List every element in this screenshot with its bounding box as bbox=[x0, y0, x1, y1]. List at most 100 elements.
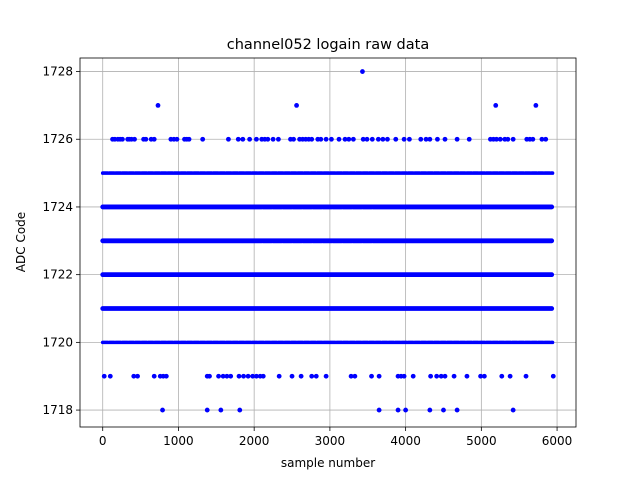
data-point bbox=[438, 373, 444, 379]
data-point bbox=[507, 373, 513, 379]
data-point bbox=[207, 373, 212, 379]
data-point bbox=[323, 373, 329, 379]
data-point bbox=[499, 373, 505, 379]
data-point bbox=[510, 407, 516, 413]
data-point bbox=[298, 373, 304, 379]
data-point bbox=[131, 373, 137, 379]
data-point bbox=[360, 69, 365, 74]
data-point bbox=[309, 373, 315, 379]
data-point bbox=[427, 136, 433, 142]
data-point bbox=[143, 136, 149, 142]
y-tick-label: 1728 bbox=[42, 65, 73, 79]
data-point bbox=[247, 136, 253, 142]
data-point bbox=[276, 373, 282, 379]
axis-ticks: 0 1000 2000 3000 4000 5000 6000 1718 1720 1722 172… bbox=[42, 65, 572, 448]
y-tick-label: 1718 bbox=[42, 403, 73, 417]
data-point bbox=[318, 136, 324, 142]
data-point bbox=[550, 373, 556, 379]
data-point bbox=[401, 373, 407, 379]
data-point bbox=[291, 136, 296, 142]
data-point bbox=[240, 136, 246, 142]
data-point bbox=[120, 136, 125, 142]
data-point bbox=[407, 136, 412, 142]
data-point bbox=[151, 136, 157, 142]
data-point bbox=[101, 373, 107, 379]
data-point bbox=[451, 373, 457, 379]
data-point bbox=[385, 136, 390, 142]
data-point bbox=[245, 373, 251, 379]
data-point bbox=[375, 136, 381, 142]
data-point bbox=[369, 373, 374, 379]
data-point bbox=[442, 136, 448, 142]
data-point bbox=[494, 136, 499, 142]
data-point bbox=[174, 136, 180, 142]
data-point bbox=[435, 136, 440, 142]
data-point bbox=[348, 373, 354, 379]
data-point bbox=[200, 136, 206, 142]
data-point bbox=[265, 136, 271, 142]
data-point bbox=[228, 373, 234, 379]
data-point bbox=[342, 136, 348, 142]
data-point bbox=[376, 407, 382, 413]
x-tick-label: 6000 bbox=[542, 434, 573, 448]
data-point bbox=[135, 373, 140, 379]
data-point bbox=[151, 373, 157, 379]
data-point bbox=[254, 136, 259, 142]
data-point bbox=[360, 136, 366, 142]
data-point bbox=[493, 102, 499, 108]
plot-frame bbox=[79, 57, 577, 428]
chart-title: channel052 logain raw data bbox=[227, 37, 429, 53]
data-point bbox=[510, 136, 516, 142]
x-tick-label: 3000 bbox=[315, 434, 346, 448]
x-tick-label: 0 bbox=[99, 434, 107, 448]
y-axis-label: ADC Code bbox=[14, 212, 28, 272]
data-point bbox=[236, 373, 242, 379]
x-tick-label: 4000 bbox=[390, 434, 421, 448]
data-point bbox=[160, 407, 165, 413]
y-tick-label: 1720 bbox=[42, 335, 73, 349]
data-point bbox=[294, 102, 299, 108]
x-tick-label: 5000 bbox=[466, 434, 497, 448]
data-point bbox=[241, 373, 246, 379]
data-point bbox=[224, 373, 230, 379]
data-point bbox=[350, 136, 356, 142]
data-point bbox=[497, 136, 503, 142]
data-point bbox=[505, 136, 511, 142]
data-point bbox=[427, 407, 433, 413]
data-point bbox=[186, 136, 192, 142]
data-point bbox=[376, 373, 382, 379]
data-point bbox=[454, 136, 460, 142]
data-point bbox=[423, 136, 429, 142]
data-point bbox=[369, 136, 375, 142]
data-point bbox=[107, 373, 113, 379]
data-point bbox=[329, 136, 334, 142]
x-tick-label: 1000 bbox=[163, 434, 194, 448]
data-point bbox=[543, 136, 549, 142]
data-point bbox=[260, 373, 266, 379]
data-point bbox=[226, 136, 231, 142]
data-point bbox=[289, 373, 295, 379]
data-point bbox=[220, 373, 226, 379]
data-point bbox=[204, 407, 210, 413]
data-point bbox=[478, 373, 483, 379]
data-point bbox=[539, 136, 545, 142]
x-tick-label: 2000 bbox=[239, 434, 270, 448]
data-point bbox=[401, 136, 407, 142]
data-point bbox=[533, 102, 539, 108]
data-point bbox=[454, 407, 460, 413]
data-point bbox=[346, 136, 352, 142]
data-point bbox=[441, 407, 446, 413]
data-point bbox=[250, 373, 256, 379]
data-point bbox=[336, 136, 342, 142]
data-point bbox=[352, 373, 358, 379]
data-point bbox=[481, 373, 487, 379]
data-point bbox=[364, 136, 370, 142]
data-point bbox=[442, 373, 448, 379]
data-point bbox=[395, 407, 401, 413]
data-point bbox=[393, 136, 399, 142]
y-tick-label: 1726 bbox=[42, 132, 73, 146]
data-point bbox=[216, 373, 221, 379]
data-point bbox=[132, 136, 137, 142]
data-point bbox=[254, 373, 259, 379]
